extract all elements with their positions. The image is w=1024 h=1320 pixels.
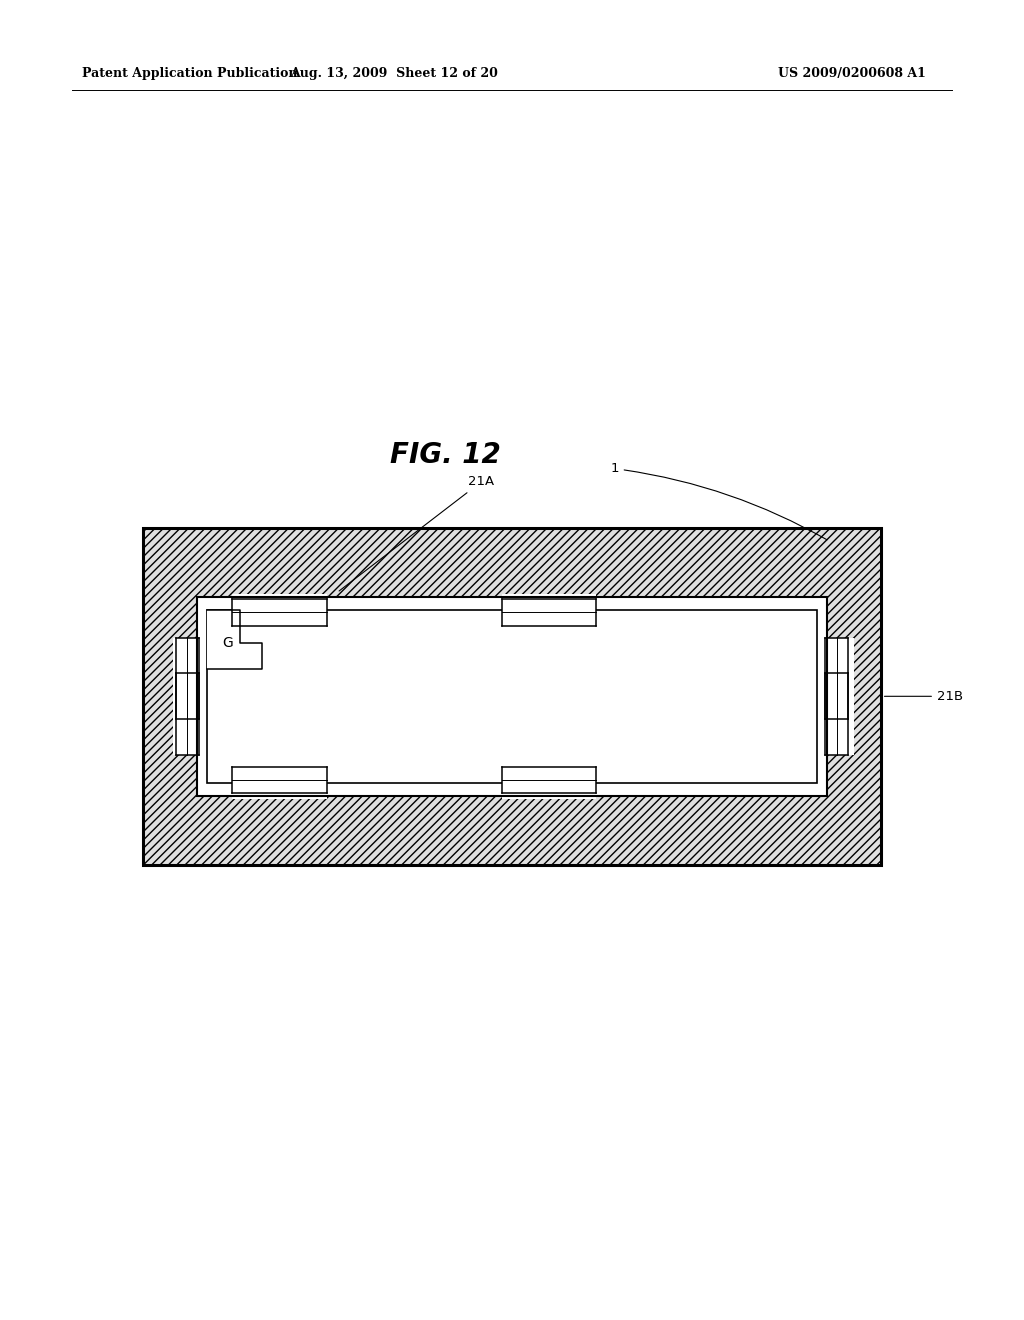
Bar — [207, 610, 262, 669]
Bar — [173, 638, 204, 719]
Bar — [143, 528, 881, 597]
Text: FIG. 12: FIG. 12 — [390, 441, 501, 470]
Bar — [232, 764, 327, 799]
Bar — [827, 528, 881, 865]
Bar — [502, 764, 596, 799]
Bar — [232, 594, 327, 626]
Text: 21A: 21A — [339, 475, 495, 591]
Text: Aug. 13, 2009  Sheet 12 of 20: Aug. 13, 2009 Sheet 12 of 20 — [290, 67, 499, 81]
Text: 1: 1 — [610, 462, 827, 540]
Bar — [207, 610, 817, 783]
Bar — [197, 597, 827, 796]
Bar — [823, 638, 854, 719]
Text: 21B: 21B — [885, 690, 964, 702]
Bar — [143, 528, 197, 865]
Bar — [173, 673, 204, 755]
Text: Patent Application Publication: Patent Application Publication — [82, 67, 297, 81]
Bar — [823, 673, 854, 755]
Bar — [197, 597, 827, 796]
Bar — [143, 528, 881, 865]
Text: US 2009/0200608 A1: US 2009/0200608 A1 — [778, 67, 926, 81]
Bar — [502, 594, 596, 626]
Text: G: G — [222, 636, 232, 649]
Bar — [143, 796, 881, 865]
